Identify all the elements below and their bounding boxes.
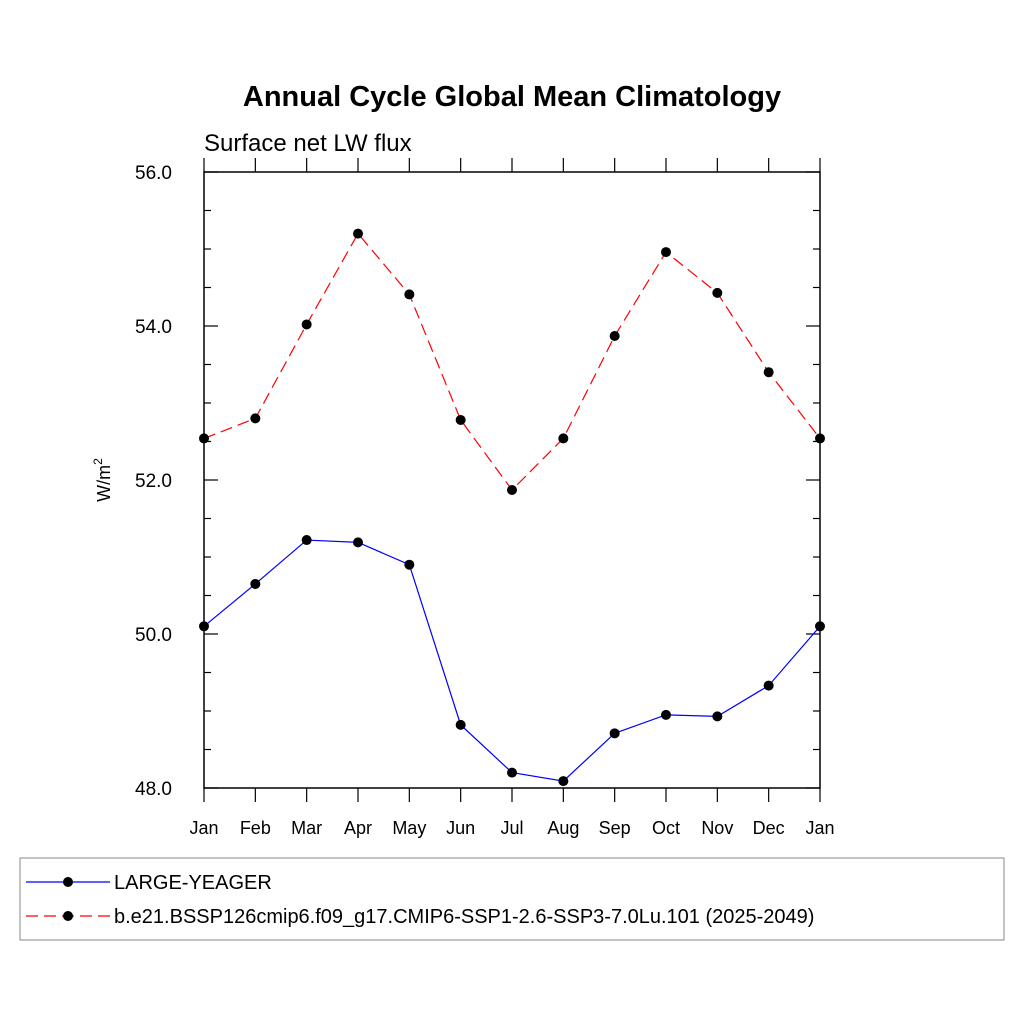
plot-frame	[203, 171, 821, 789]
y-tick-label: 48.0	[135, 779, 172, 800]
x-tick-label: Dec	[753, 818, 785, 838]
x-axis: Jan Feb Mar Apr May Jun Jul Aug Sep Oct Nov Dec Jan	[189, 158, 835, 838]
series-line-1	[203, 232, 821, 491]
chart-title: Annual Cycle Global Mean Climatology	[243, 81, 781, 113]
y-tick-label: 50.0	[135, 625, 172, 646]
y-axis-label-text: W/m	[94, 465, 114, 502]
series-1-point	[815, 433, 825, 444]
y-tick-label: 56.0	[135, 163, 172, 184]
series-1-point	[763, 367, 774, 378]
series-1-point	[404, 289, 415, 300]
x-tick-label: Jan	[189, 818, 218, 838]
series-1-point	[661, 247, 671, 258]
chart-subtitle: Surface net LW flux	[204, 130, 412, 157]
series-0-point	[815, 621, 825, 632]
series-1-point	[301, 319, 312, 330]
series-0-point	[609, 728, 620, 739]
legend-marker-0	[63, 877, 73, 887]
series-1-point	[609, 331, 620, 342]
x-tick-label: Aug	[547, 818, 579, 838]
x-tick-label: Jan	[805, 818, 834, 838]
legend: LARGE-YEAGER b.e21.BSSP126cmip6.f09_g17.C…	[26, 872, 814, 928]
x-tick-label: Feb	[240, 818, 271, 838]
series-1-point	[199, 433, 209, 444]
x-tick-label: Mar	[291, 818, 322, 838]
series-0-point	[507, 767, 517, 778]
series-line-0	[203, 539, 821, 782]
x-tick-label: Oct	[652, 818, 680, 838]
series-0-point	[404, 559, 415, 570]
series-layer	[199, 228, 825, 787]
x-tick-label: Sep	[599, 818, 631, 838]
y-tick-label: 54.0	[135, 317, 172, 338]
series-1-point	[712, 287, 723, 298]
x-tick-label: Jul	[500, 818, 523, 838]
series-0-point	[558, 776, 569, 787]
x-tick-label: May	[392, 818, 426, 838]
legend-label-1: b.e21.BSSP126cmip6.f09_g17.CMIP6-SSP1-2.…	[114, 906, 814, 928]
y-axis-label-superscript: 2	[91, 458, 105, 465]
x-tick-label: Jun	[446, 818, 475, 838]
x-tick-label: Nov	[701, 818, 733, 838]
series-0-point	[712, 711, 723, 722]
series-1-point	[353, 228, 363, 239]
series-0-point	[199, 621, 209, 632]
legend-marker-1	[63, 911, 73, 921]
legend-label-0: LARGE-YEAGER	[114, 872, 272, 894]
series-0-point	[250, 578, 261, 589]
series-1-point	[455, 414, 466, 425]
series-1-point	[250, 413, 261, 424]
series-0-point	[301, 535, 312, 546]
series-1-point	[507, 485, 517, 496]
series-0-point	[763, 680, 774, 691]
series-1-point	[558, 433, 569, 444]
y-tick-label: 52.0	[135, 471, 172, 492]
x-tick-label: Apr	[344, 818, 372, 838]
legend-box	[19, 857, 1005, 941]
y-axis: 48.0 50.0 52.0 54.0 56.0	[135, 163, 820, 800]
series-0-point	[353, 537, 363, 548]
y-axis-label: W/m2	[91, 458, 114, 502]
series-0-point	[455, 719, 466, 730]
series-0-point	[661, 709, 671, 720]
